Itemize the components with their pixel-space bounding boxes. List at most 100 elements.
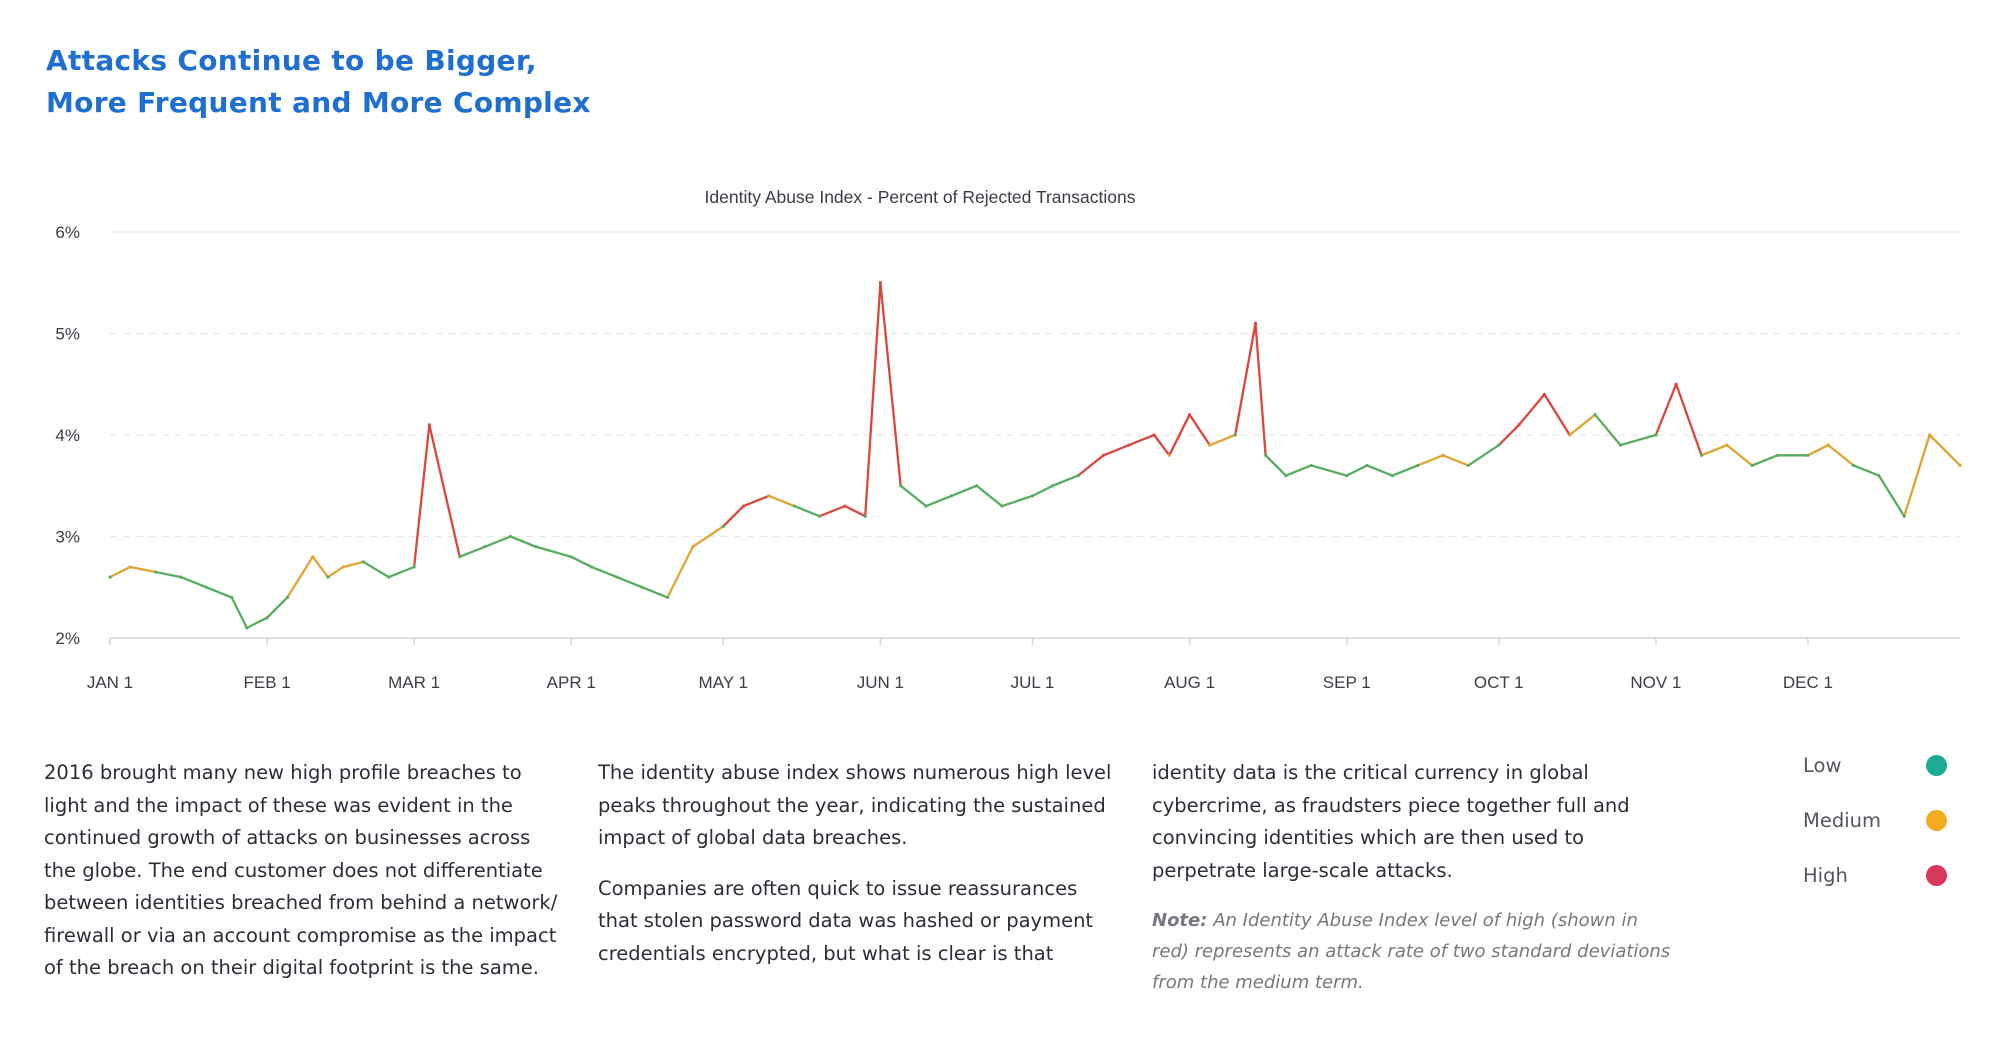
data-point xyxy=(534,545,538,549)
data-point xyxy=(1187,413,1192,417)
series-segment xyxy=(722,504,745,528)
series-segment xyxy=(1345,464,1369,477)
y-tick-label: 4% xyxy=(55,426,80,445)
data-point xyxy=(569,555,573,559)
data-point xyxy=(1233,433,1237,437)
series-segment xyxy=(1675,383,1703,457)
data-point xyxy=(265,616,269,620)
data-point xyxy=(640,585,644,589)
data-point xyxy=(863,514,867,518)
legend-item-high: High xyxy=(1800,856,1960,911)
series-segment xyxy=(1517,393,1546,427)
series-segment xyxy=(1284,464,1313,477)
legend-item-low: Low xyxy=(1800,746,1960,801)
series-segment xyxy=(1031,484,1054,498)
data-point xyxy=(878,281,883,285)
legend-label-medium: Medium xyxy=(1803,809,1881,832)
series-segment xyxy=(975,484,1004,508)
series-segment xyxy=(1806,443,1830,457)
data-point xyxy=(108,575,112,579)
data-point xyxy=(1127,443,1131,447)
data-point xyxy=(1674,382,1678,386)
data-point xyxy=(1051,484,1055,488)
series-segment xyxy=(286,555,314,599)
series-segment xyxy=(458,545,487,558)
data-point xyxy=(1927,433,1932,437)
series-segment xyxy=(311,555,330,579)
series-segment xyxy=(1102,443,1130,457)
series-segment xyxy=(1877,474,1906,518)
series-segment xyxy=(1264,454,1288,477)
series-segment xyxy=(641,586,669,599)
data-point xyxy=(341,565,345,569)
text-column-1: 2016 brought many new high profile breac… xyxy=(44,757,564,1003)
series-segment xyxy=(534,545,573,558)
headline-line-1: Attacks Continue to be Bigger, xyxy=(46,44,537,77)
data-point xyxy=(1264,453,1268,457)
series-segment xyxy=(924,494,953,508)
series-segment xyxy=(1725,443,1754,467)
data-point xyxy=(949,494,953,498)
data-point xyxy=(1699,453,1704,457)
data-point xyxy=(1101,453,1106,457)
chart-series xyxy=(108,281,1962,630)
data-point xyxy=(1568,433,1572,437)
note-text: An Identity Abuse Index level of high (s… xyxy=(1152,910,1671,993)
data-point xyxy=(1725,443,1729,447)
data-point xyxy=(1826,443,1830,447)
data-point xyxy=(817,514,822,518)
col2-paragraph-1: The identity abuse index shows numerous … xyxy=(598,761,1112,849)
series-segment xyxy=(1903,433,1931,518)
data-point xyxy=(1253,321,1258,325)
series-segment xyxy=(1391,464,1419,477)
series-segment xyxy=(245,616,269,630)
data-point xyxy=(1517,423,1521,427)
legend-label-low: Low xyxy=(1803,754,1842,777)
series-segment xyxy=(428,423,461,558)
series-segment xyxy=(1751,454,1779,467)
series-segment xyxy=(879,281,902,487)
series-segment xyxy=(666,545,695,599)
data-point xyxy=(361,560,366,564)
series-segment xyxy=(570,555,593,569)
data-point xyxy=(412,565,416,569)
chart-title: Identity Abuse Index - Percent of Reject… xyxy=(705,187,1136,207)
series-segment xyxy=(1543,393,1571,437)
legend-item-medium: Medium xyxy=(1800,801,1960,856)
data-point xyxy=(1441,453,1445,457)
x-tick-label: FEB 1 xyxy=(243,673,290,692)
legend-dot-low xyxy=(1926,755,1947,776)
data-point xyxy=(924,504,928,508)
data-point xyxy=(741,504,746,508)
data-point xyxy=(1416,463,1420,468)
series-segment xyxy=(767,494,796,508)
data-point xyxy=(1654,433,1658,437)
data-point xyxy=(691,545,695,549)
data-point xyxy=(508,534,513,539)
note: Note: An Identity Abuse Index level of h… xyxy=(1152,905,1672,998)
data-point xyxy=(311,555,315,559)
series-segment xyxy=(843,504,867,518)
data-point xyxy=(899,484,903,488)
series-segment xyxy=(412,423,431,569)
legend-dot-high xyxy=(1926,865,1947,886)
identity-abuse-chart: Identity Abuse Index - Percent of Reject… xyxy=(55,187,1962,692)
x-tick-label: NOV 1 xyxy=(1630,673,1681,692)
y-tick-label: 5% xyxy=(55,325,80,344)
text-column-2: The identity abuse index shows numerous … xyxy=(598,757,1118,988)
series-segment xyxy=(341,560,365,569)
data-point xyxy=(1593,413,1597,417)
x-tick-label: OCT 1 xyxy=(1474,673,1524,692)
series-segment xyxy=(205,586,233,599)
series-segment xyxy=(1654,383,1678,437)
legend-label-high: High xyxy=(1803,864,1848,887)
data-point xyxy=(1167,453,1171,457)
col1-paragraph: 2016 brought many new high profile breac… xyxy=(44,761,558,979)
series-segment xyxy=(691,525,725,548)
data-point xyxy=(179,575,183,579)
data-point xyxy=(1902,514,1906,518)
y-axis-ticks: 2% 3% 4% 5% 6% xyxy=(55,223,80,648)
data-point xyxy=(230,595,234,599)
data-point xyxy=(245,626,249,630)
data-point xyxy=(483,545,487,549)
